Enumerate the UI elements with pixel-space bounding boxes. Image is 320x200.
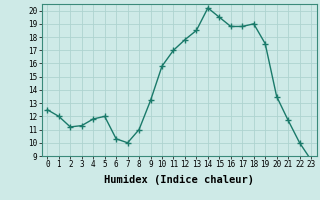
X-axis label: Humidex (Indice chaleur): Humidex (Indice chaleur)	[104, 175, 254, 185]
